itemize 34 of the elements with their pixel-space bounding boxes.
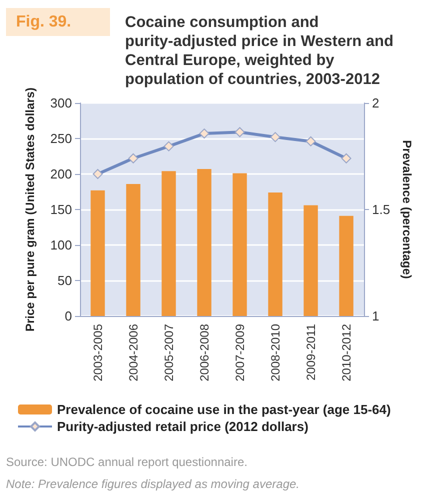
x-tick-label: 2004-2006: [126, 324, 140, 382]
x-tick-label: 2003-2005: [90, 324, 105, 382]
y2-tick-label: 2: [372, 96, 380, 110]
y-tick-label: 50: [58, 273, 72, 288]
y2-tick-label: 1.5: [372, 202, 390, 217]
chart-title: Cocaine consumption and purity-adjusted price in Western and Central Europe, weighted by population of countries, 2003-2012: [125, 14, 398, 88]
point: [92, 169, 103, 179]
point: [306, 136, 316, 146]
x-tick-label: 2007-2009: [232, 324, 247, 382]
text: Note: Prevalence figures displayed as moving average.: [6, 477, 300, 491]
point: [270, 132, 280, 142]
x-tick-label: 2006-2008: [197, 324, 212, 382]
x-tick-label: 2009-2011: [304, 324, 318, 380]
legend-label: Prevalence of cocaine use in the past-year (age 15-64): [57, 402, 391, 417]
x-tick-label: 2010-2012: [339, 324, 354, 382]
x-tick-label: 2008-2010: [268, 324, 282, 382]
caption: Fig. 39.: [16, 14, 72, 30]
y2-tick-label: 1: [372, 308, 380, 324]
point: [234, 127, 245, 138]
point: [164, 141, 174, 152]
y-tick-label: 250: [50, 131, 72, 146]
point: [341, 153, 352, 164]
y-axis-title: Price per pure gram (United States dollars): [23, 87, 37, 332]
point: [128, 153, 138, 164]
y-tick-label: 300: [50, 96, 72, 110]
y-tick-label: 100: [50, 238, 72, 252]
x-tick-label: 2005-2007: [162, 324, 176, 382]
legend-label: Purity-adjusted retail price (2012 dollars): [57, 419, 308, 434]
y2-axis-title: Prevalence (percentage): [400, 140, 414, 279]
source-note: Source: UNODC annual report questionnaire.: [6, 455, 248, 469]
y-tick-label: 200: [50, 166, 72, 182]
y-tick-label: 0: [64, 308, 72, 324]
point: [199, 128, 210, 139]
y-tick-label: 150: [50, 202, 72, 217]
